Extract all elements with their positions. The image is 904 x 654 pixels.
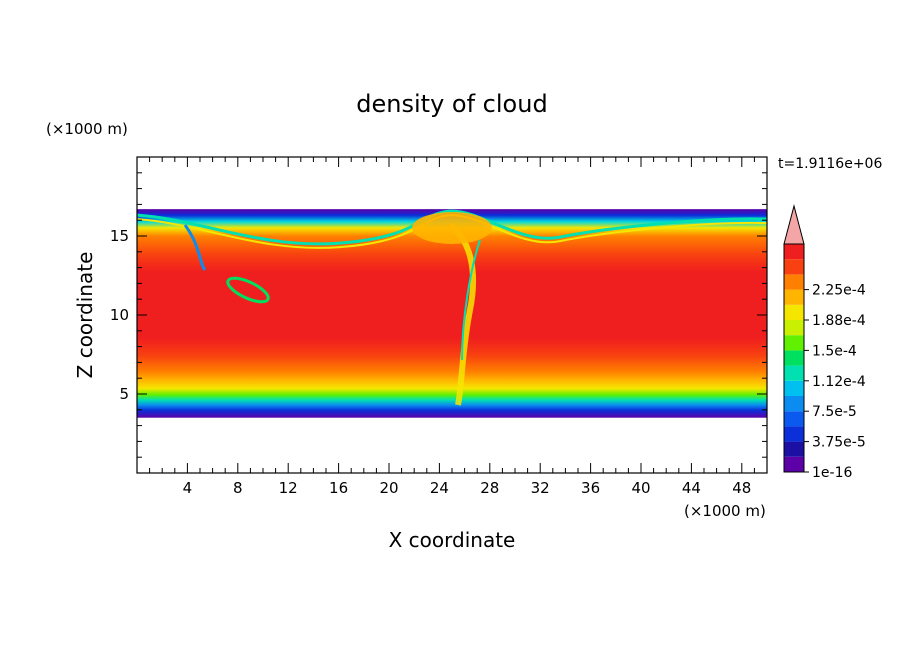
time-label: t=1.9116e+06 (778, 156, 882, 172)
colorbar-segment (784, 259, 804, 275)
left-hook (183, 224, 207, 272)
x-tick-label: 32 (531, 479, 550, 497)
colorbar-label: 7.5e-5 (812, 404, 857, 420)
y-tick-label: 10 (110, 306, 129, 324)
cloud-top-band (137, 209, 767, 246)
y-tick-label: 5 (119, 385, 129, 403)
colorbar-segment (784, 335, 804, 351)
x-tick-label: 48 (732, 479, 751, 497)
cloud-top-bulge (412, 212, 492, 244)
y-axis-label: Z coordinate (73, 252, 97, 379)
colorbar-label: 2.25e-4 (812, 283, 866, 299)
colorbar-segment (784, 380, 804, 396)
colorbar-label: 1.5e-4 (812, 343, 857, 359)
y-axis-ticks: 5 10 15 (110, 172, 767, 458)
colorbar-segment (784, 441, 804, 457)
colorbar-label: 1e-16 (812, 465, 852, 481)
x-tick-label: 4 (183, 479, 193, 497)
colorbar-segment (784, 244, 804, 260)
y-unit-label: (×1000 m) (46, 120, 128, 138)
colorbar-segment (784, 274, 804, 290)
colorbar-segment (784, 304, 804, 320)
colorbar-segment (784, 411, 804, 427)
colorbar: 1e-16 3.75e-5 7.5e-5 1.12e-4 1.5e-4 1.88e-4 2.… (783, 204, 866, 481)
x-axis-ticks: 4 8 12 16 20 24 28 32 36 40 44 48 (149, 157, 755, 497)
x-tick-label: 12 (279, 479, 298, 497)
updraft-edge (461, 239, 481, 361)
density-field (137, 209, 767, 418)
colorbar-overflow-triangle (783, 204, 805, 245)
x-tick-label: 16 (329, 479, 348, 497)
colorbar-segment (784, 396, 804, 412)
colorbar-label: 3.75e-5 (812, 435, 866, 451)
x-tick-label: 40 (631, 479, 650, 497)
colorbar-segment (784, 350, 804, 366)
x-unit-label: (×1000 m) (684, 502, 766, 520)
x-tick-label: 24 (430, 479, 449, 497)
x-axis-label: X coordinate (389, 528, 516, 552)
colorbar-segment (784, 289, 804, 305)
colorbar-segment (784, 365, 804, 381)
x-tick-label: 8 (233, 479, 243, 497)
colorbar-label: 1.12e-4 (812, 374, 866, 390)
swirl (226, 276, 270, 304)
x-tick-label: 28 (480, 479, 499, 497)
colorbar-segment (784, 456, 804, 472)
colorbar-label: 1.88e-4 (812, 313, 866, 329)
colorbar-segment (784, 426, 804, 442)
y-tick-label: 15 (110, 227, 129, 245)
colorbar-segment (784, 320, 804, 336)
x-tick-label: 44 (682, 479, 701, 497)
chart-title: density of cloud (356, 90, 547, 118)
x-tick-label: 20 (379, 479, 398, 497)
x-tick-label: 36 (581, 479, 600, 497)
